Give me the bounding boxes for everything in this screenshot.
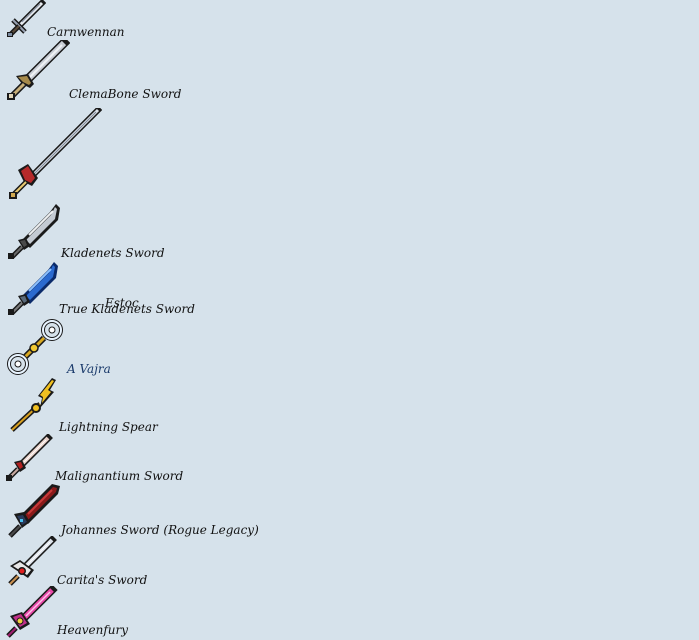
true-kladenets-sword-icon <box>8 262 58 315</box>
weapon-label-clemabone-sword: ClemaBone Sword <box>69 87 182 101</box>
weapon-label-carnwennan: Carnwennan <box>47 25 125 39</box>
malignantium-sword-icon <box>6 434 53 481</box>
weapon-label-heavenfury: Heavenfury <box>57 623 129 637</box>
vajra-icon <box>7 319 63 375</box>
johannes-sword-icon <box>8 484 60 538</box>
carnwennan-sword-icon <box>7 0 46 37</box>
weapon-label-lightning-spear: Lightning Spear <box>59 420 158 434</box>
caritas-sword-icon <box>8 536 57 586</box>
clemabone-sword-icon <box>7 40 70 100</box>
weapon-label-true-kladenets-sword: True Kladenets Sword <box>59 302 195 316</box>
weapon-label-estoc: Estoc <box>105 296 139 310</box>
weapon-label-kladenets-sword: Kladenets Sword <box>61 246 165 260</box>
weapon-label-caritas-sword: Carita's Sword <box>57 573 148 587</box>
weapon-label-vajra[interactable]: A Vajra <box>67 362 111 376</box>
estoc-sword-icon <box>9 108 102 199</box>
heavenfury-sword-icon <box>6 586 58 638</box>
lightning-spear-icon <box>10 378 56 432</box>
kladenets-sword-icon <box>8 204 60 259</box>
weapon-label-johannes-sword: Johannes Sword (Rogue Legacy) <box>61 523 259 537</box>
weapon-label-malignantium-sword: Malignantium Sword <box>55 469 184 483</box>
